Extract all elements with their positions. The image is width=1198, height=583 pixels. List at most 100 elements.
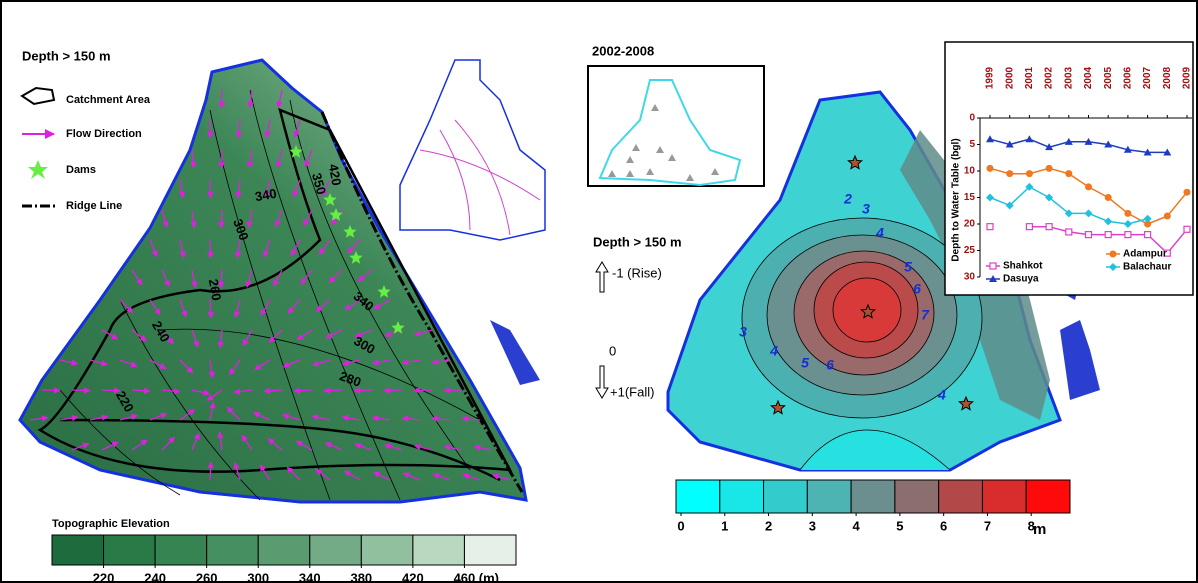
colorbar-label: 0 bbox=[677, 518, 684, 533]
colorbar-cell bbox=[1026, 480, 1070, 513]
y-tick-label: 5 bbox=[969, 139, 975, 150]
contour-label: 6 bbox=[826, 357, 834, 373]
data-point bbox=[1184, 226, 1190, 232]
data-point bbox=[1105, 232, 1111, 238]
contour-label: 4 bbox=[875, 225, 884, 241]
right-title: Depth > 150 m bbox=[593, 234, 682, 249]
colorbar-cell bbox=[155, 535, 207, 565]
legend-label: Balachaur bbox=[1123, 262, 1171, 273]
left-title: Depth > 150 m bbox=[22, 48, 111, 63]
data-point bbox=[987, 165, 994, 172]
flow-arrow bbox=[324, 390, 342, 391]
legend-label: Dams bbox=[66, 164, 96, 176]
legend-dam-symbol bbox=[28, 160, 48, 179]
colorbar-unit: m bbox=[1033, 521, 1046, 538]
data-point bbox=[1026, 224, 1032, 230]
data-point bbox=[1026, 170, 1033, 177]
data-point bbox=[1125, 232, 1131, 238]
data-point bbox=[1065, 170, 1072, 177]
flow-arrow bbox=[42, 390, 60, 391]
flow-arrow bbox=[210, 240, 211, 258]
colorbar-unit: (m) bbox=[479, 570, 499, 583]
colorbar-label: 260 bbox=[196, 570, 218, 583]
x-tick-label: 2008 bbox=[1162, 66, 1173, 89]
contour-label: 4 bbox=[769, 343, 778, 359]
x-tick-label: 2009 bbox=[1182, 66, 1193, 89]
colorbar-cell bbox=[720, 480, 764, 513]
colorbar-cell bbox=[939, 480, 983, 513]
data-point bbox=[1006, 170, 1013, 177]
y-tick-label: 25 bbox=[964, 245, 976, 256]
colorbar-label: 5 bbox=[896, 518, 903, 533]
colorbar-label: 420 bbox=[402, 570, 424, 583]
contour-label: 6 bbox=[913, 281, 921, 297]
x-tick-label: 2007 bbox=[1142, 66, 1153, 89]
data-point bbox=[1066, 229, 1072, 235]
data-point bbox=[1046, 165, 1053, 172]
legend-label: Ridge Line bbox=[66, 200, 122, 212]
x-tick-label: 2000 bbox=[1004, 66, 1015, 89]
x-tick-label: 2004 bbox=[1083, 66, 1094, 89]
colorbar-label: 340 bbox=[299, 570, 321, 583]
x-tick-label: 2005 bbox=[1103, 66, 1114, 89]
y-tick-label: 30 bbox=[964, 272, 976, 283]
left-map bbox=[20, 60, 526, 502]
flow-arrow bbox=[221, 150, 222, 168]
flow-arrow bbox=[221, 210, 222, 228]
scale-label: +1(Fall) bbox=[610, 384, 654, 399]
colorbar-label: 220 bbox=[93, 570, 115, 583]
colorbar-label: 460 bbox=[454, 570, 476, 583]
scale-label: -1 (Rise) bbox=[612, 265, 662, 280]
legend-label: Shahkot bbox=[1003, 261, 1043, 272]
scale-label: 0 bbox=[609, 343, 616, 358]
y-tick-label: 0 bbox=[969, 113, 975, 124]
contour-label: 3 bbox=[862, 201, 870, 217]
contour-label: 7 bbox=[921, 307, 930, 323]
y-axis-label: Depth to Water Table (bgl) bbox=[951, 138, 962, 261]
data-point bbox=[1085, 183, 1092, 190]
data-point bbox=[1145, 232, 1151, 238]
colorbar-cell bbox=[52, 535, 104, 565]
data-point bbox=[990, 263, 996, 269]
colorbar-cell bbox=[104, 535, 156, 565]
contour-label: 2 bbox=[843, 191, 852, 207]
inset-title: 2002-2008 bbox=[592, 43, 654, 58]
elevation-map bbox=[20, 60, 526, 502]
colorbar-label: 3 bbox=[809, 518, 816, 533]
x-tick-label: 2001 bbox=[1024, 66, 1035, 89]
colorbar-cell bbox=[310, 535, 362, 565]
data-point bbox=[987, 224, 993, 230]
small-map-contours bbox=[420, 120, 540, 235]
flow-arrow bbox=[102, 390, 120, 391]
legend-label: Dasuya bbox=[1003, 274, 1039, 285]
colorbar-label: 4 bbox=[852, 518, 860, 533]
y-tick-label: 15 bbox=[964, 192, 976, 203]
data-point bbox=[1105, 194, 1112, 201]
colorbar-title: Topographic Elevation bbox=[52, 518, 170, 530]
contour-label: 5 bbox=[801, 355, 809, 371]
data-point bbox=[1164, 213, 1171, 220]
x-tick-label: 2002 bbox=[1044, 66, 1055, 89]
colorbar-label: 6 bbox=[940, 518, 947, 533]
colorbar-cell bbox=[258, 535, 310, 565]
y-tick-label: 20 bbox=[964, 219, 976, 230]
flow-arrow bbox=[354, 390, 372, 391]
colorbar-cell bbox=[982, 480, 1026, 513]
colorbar-label: 380 bbox=[350, 570, 372, 583]
data-point bbox=[1184, 189, 1191, 196]
legend-label: Adampur bbox=[1123, 249, 1167, 260]
legend-label: Catchment Area bbox=[66, 94, 151, 106]
colorbar-label: 7 bbox=[984, 518, 991, 533]
colorbar-cell bbox=[807, 480, 851, 513]
colorbar-cell bbox=[676, 480, 720, 513]
colorbar-cell bbox=[464, 535, 516, 565]
colorbar-cell bbox=[413, 535, 465, 565]
legend-label: Flow Direction bbox=[66, 128, 142, 140]
legend-catchment-symbol bbox=[22, 88, 54, 104]
colorbar-cell bbox=[851, 480, 895, 513]
x-tick-label: 1999 bbox=[985, 66, 996, 89]
contour-label: 5 bbox=[904, 259, 912, 275]
flow-arrow bbox=[294, 390, 312, 391]
flow-arrow bbox=[72, 390, 90, 391]
colorbar-cell bbox=[361, 535, 413, 565]
